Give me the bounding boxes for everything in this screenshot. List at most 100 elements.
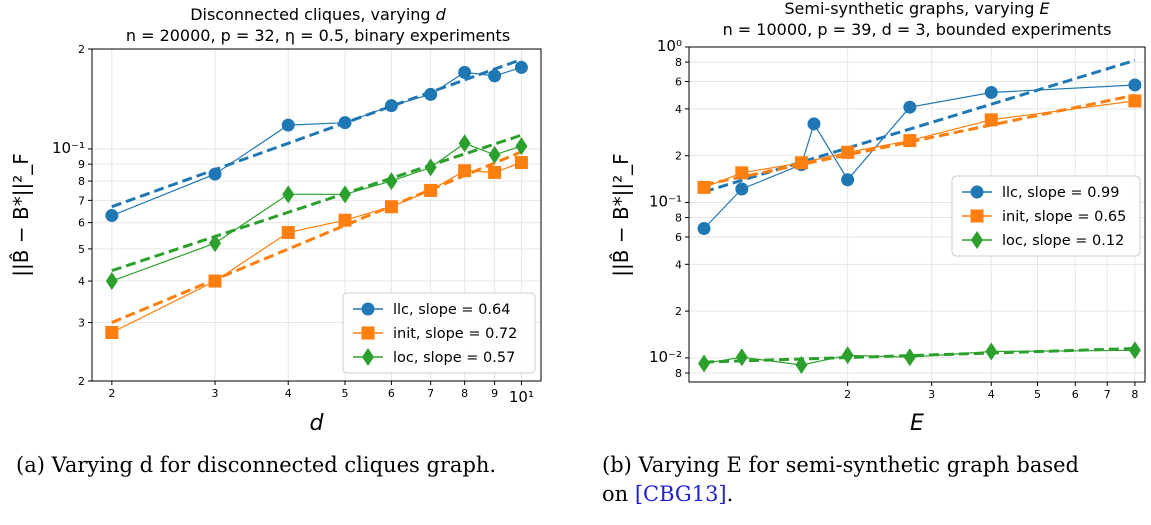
fit-line-init <box>111 150 522 324</box>
data-point-llc <box>281 118 295 132</box>
x-axis-label: d <box>310 411 325 436</box>
x-tick-label: 5 <box>342 387 349 400</box>
caption-b-citation-link[interactable]: [CBG13] <box>634 482 727 506</box>
x-tick-label: 4 <box>988 388 995 401</box>
legend-marker-llc <box>970 185 984 199</box>
data-point-init <box>488 165 502 179</box>
data-point-init <box>841 145 855 159</box>
data-point-loc <box>105 272 118 291</box>
chart-title: Disconnected cliques, varying d <box>190 5 446 24</box>
data-point-llc <box>697 221 711 235</box>
series-loc <box>698 341 1141 375</box>
legend-box <box>951 175 1141 257</box>
data-point-llc <box>1128 78 1142 92</box>
y-tick-label: 2 <box>78 43 85 56</box>
data-point-llc <box>384 99 398 113</box>
data-point-init <box>984 113 998 127</box>
data-point-init <box>1128 94 1142 108</box>
y-tick-label: 6 <box>78 217 85 230</box>
data-point-init <box>384 200 398 214</box>
data-point-init <box>281 226 295 240</box>
legend-box <box>342 292 536 374</box>
data-point-llc <box>338 116 352 130</box>
data-point-init <box>208 274 222 288</box>
x-tick-label: 3 <box>928 388 935 401</box>
series-loc <box>105 133 528 291</box>
data-point-llc <box>208 167 222 181</box>
legend-marker-init <box>361 326 375 340</box>
legend-label-llc: llc, slope = 0.64 <box>393 302 510 318</box>
y-tick-label: 10⁻¹ <box>52 139 85 157</box>
data-point-llc <box>488 69 502 83</box>
chart-title: Semi-synthetic graphs, varying E <box>784 0 1050 18</box>
data-point-loc <box>339 185 352 204</box>
data-point-llc <box>735 182 749 196</box>
data-point-loc <box>488 145 501 164</box>
data-point-loc <box>841 346 854 365</box>
data-point-loc <box>424 158 437 177</box>
legend-label-init: init, slope = 0.72 <box>393 326 517 342</box>
y-tick-label: 4 <box>675 258 682 271</box>
data-point-loc <box>458 134 471 153</box>
data-point-loc <box>515 137 528 156</box>
x-tick-label: 4 <box>285 387 292 400</box>
legend: llc, slope = 0.99 init, slope = 0.65 loc, … <box>951 175 1141 257</box>
x-tick-label: 2 <box>844 388 851 401</box>
y-axis-label: ||B̂ − B*||²_F <box>9 153 33 276</box>
y-tick-label: 4 <box>78 275 85 288</box>
data-point-init <box>735 166 749 180</box>
data-point-llc <box>984 85 998 99</box>
data-point-llc <box>514 60 528 74</box>
data-point-init <box>794 156 808 170</box>
legend-item-loc: loc, slope = 0.57 <box>353 348 515 366</box>
y-tick-label: 5 <box>78 243 85 256</box>
x-tick-label: 7 <box>427 387 434 400</box>
data-point-loc <box>985 342 998 361</box>
y-axis-label: ||B̂ − B*||²_F <box>609 153 633 276</box>
legend-item-llc: llc, slope = 0.99 <box>962 185 1119 201</box>
data-point-llc <box>458 65 472 79</box>
caption-b-end: . <box>726 482 734 506</box>
fit-line-loc <box>111 133 522 273</box>
data-point-init <box>458 164 472 178</box>
series-llc <box>697 58 1142 235</box>
data-point-loc <box>903 348 916 367</box>
legend-marker-init <box>970 209 984 223</box>
y-tick-label: 9 <box>78 158 85 171</box>
y-tick-label: 8 <box>675 56 682 69</box>
legend-item-init: init, slope = 0.65 <box>962 209 1126 225</box>
fit-line-llc <box>111 58 522 209</box>
y-tick-label: 10⁻² <box>649 348 682 366</box>
caption-b-line2: on [CBG13]. <box>602 480 1151 509</box>
y-tick-label: 2 <box>675 150 682 163</box>
legend-label-init: init, slope = 0.65 <box>1002 209 1126 225</box>
caption-b-on: on <box>602 482 635 506</box>
data-point-init <box>903 134 917 148</box>
x-tick-label: 10¹ <box>509 388 534 406</box>
data-point-loc <box>735 348 748 367</box>
data-point-init <box>424 183 438 197</box>
x-tick-label: 7 <box>1104 388 1111 401</box>
x-axis-label: E <box>910 411 924 436</box>
data-point-llc <box>841 173 855 187</box>
data-point-init <box>338 213 352 227</box>
plot-frame <box>688 46 1146 383</box>
x-tick-label: 8 <box>461 387 468 400</box>
data-point-loc <box>1128 341 1141 360</box>
y-tick-label: 2 <box>675 305 682 318</box>
data-point-init <box>697 180 711 194</box>
data-point-llc <box>424 87 438 101</box>
y-tick-label: 2 <box>78 375 85 388</box>
data-point-loc <box>698 354 711 373</box>
legend-item-llc: llc, slope = 0.64 <box>353 302 510 318</box>
chart-subtitle: n = 10000, p = 39, d = 3, bounded experi… <box>723 20 1112 39</box>
data-point-loc <box>795 356 808 375</box>
y-tick-label: 10⁻¹ <box>649 192 682 210</box>
y-tick-label: 6 <box>675 75 682 88</box>
legend-label-llc: llc, slope = 0.99 <box>1002 185 1119 201</box>
series-llc <box>105 58 528 223</box>
x-tick-label: 2 <box>108 387 115 400</box>
legend-label-loc: loc, slope = 0.12 <box>1002 233 1124 249</box>
